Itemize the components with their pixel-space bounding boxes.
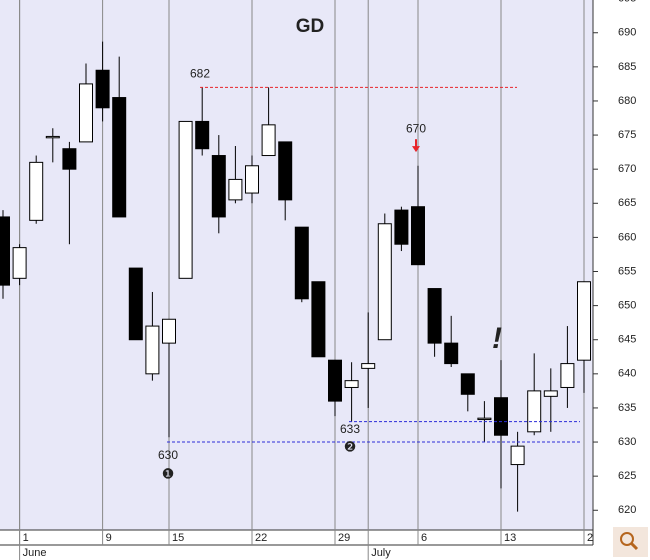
- annotation-marker: ❷: [344, 438, 357, 454]
- x-tick-label: 9: [106, 532, 112, 544]
- x-tick-label: 1: [23, 532, 29, 544]
- candle-body: [411, 206, 425, 266]
- x-tick-label: 2: [587, 532, 593, 544]
- candle-body: [377, 223, 392, 341]
- annotation-marker: ❶: [162, 466, 175, 482]
- candle-body: [394, 209, 409, 245]
- candle-body: [178, 120, 193, 279]
- candle-body: [460, 373, 475, 395]
- month-label: July: [371, 547, 391, 559]
- chart-title: GD: [296, 16, 325, 37]
- candle-body: [162, 318, 176, 344]
- icon-handle[interactable]: [629, 541, 639, 551]
- candle-body: [245, 165, 259, 194]
- y-tick-label: 685: [618, 61, 636, 73]
- candle-body: [0, 216, 10, 286]
- candle-body: [560, 363, 575, 388]
- alert-mark: !: [492, 322, 502, 355]
- candle-body: [261, 124, 276, 157]
- candle-body: [195, 120, 210, 150]
- candle-body: [62, 148, 77, 170]
- zoom-icon[interactable]: [613, 527, 648, 557]
- y-tick-label: 660: [618, 231, 636, 243]
- y-tick-label: 620: [618, 504, 636, 516]
- candle-body: [328, 359, 342, 402]
- y-tick-label: 635: [618, 402, 636, 414]
- x-tick-label: 22: [255, 532, 267, 544]
- y-tick-label: 650: [618, 300, 636, 312]
- candle-body: [228, 178, 243, 201]
- candle-body: [477, 417, 492, 421]
- y-tick-label: 625: [618, 470, 636, 482]
- candle-body: [510, 445, 525, 466]
- candle-body: [494, 397, 508, 436]
- candle-body: [577, 281, 591, 361]
- x-tick-label: 13: [504, 532, 516, 544]
- y-tick-label: 690: [618, 27, 636, 39]
- arrow-head: [412, 146, 420, 153]
- candle-body: [79, 83, 93, 143]
- y-tick-label: 640: [618, 368, 636, 380]
- annotation-label: 630: [158, 448, 178, 462]
- y-tick-label: 670: [618, 163, 636, 175]
- y-tick-label: 645: [618, 334, 636, 346]
- candle-body: [211, 155, 226, 218]
- candle-body: [145, 325, 160, 375]
- candle-body: [361, 363, 376, 369]
- candle-body: [12, 247, 27, 279]
- candle-body: [427, 288, 442, 344]
- candle-body: [112, 97, 127, 218]
- annotation-label: 670: [406, 121, 426, 135]
- candle-body: [311, 281, 326, 358]
- candle-body: [45, 135, 60, 139]
- candle-body: [543, 390, 558, 397]
- icon-lens[interactable]: [620, 532, 634, 546]
- y-tick-label: 675: [618, 129, 636, 141]
- y-tick-label: 630: [618, 436, 636, 448]
- annotation-label: 682: [190, 66, 210, 80]
- month-label: June: [23, 547, 47, 559]
- x-tick-label: 29: [338, 532, 350, 544]
- candle-body: [95, 69, 110, 109]
- axis-area: [593, 0, 650, 560]
- candle-body: [278, 141, 293, 201]
- y-tick-label: 665: [618, 197, 636, 209]
- candle-body: [344, 380, 359, 388]
- candle-body: [444, 342, 459, 365]
- icon-bg[interactable]: [613, 527, 648, 557]
- annotation-label: 633: [340, 422, 360, 436]
- y-tick-label: 695: [618, 0, 636, 5]
- candle-body: [527, 390, 542, 433]
- y-tick-label: 655: [618, 265, 636, 277]
- candle-body: [294, 226, 309, 300]
- candle-body: [128, 267, 143, 341]
- x-tick-label: 15: [172, 532, 184, 544]
- candle-body: [29, 161, 44, 221]
- y-tick-label: 680: [618, 95, 636, 107]
- x-tick-label: 6: [421, 532, 427, 544]
